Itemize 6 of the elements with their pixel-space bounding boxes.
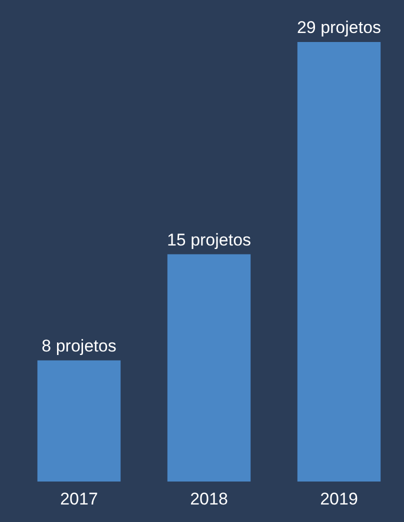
x-tick-label: 2018	[190, 489, 228, 508]
data-label: 15 projetos	[166, 230, 252, 250]
x-tick-label: 2017	[60, 489, 98, 508]
x-tick-label: 2019	[320, 489, 358, 508]
data-label: 8 projetos	[42, 336, 116, 356]
data-label: 29 projetos	[296, 18, 382, 38]
